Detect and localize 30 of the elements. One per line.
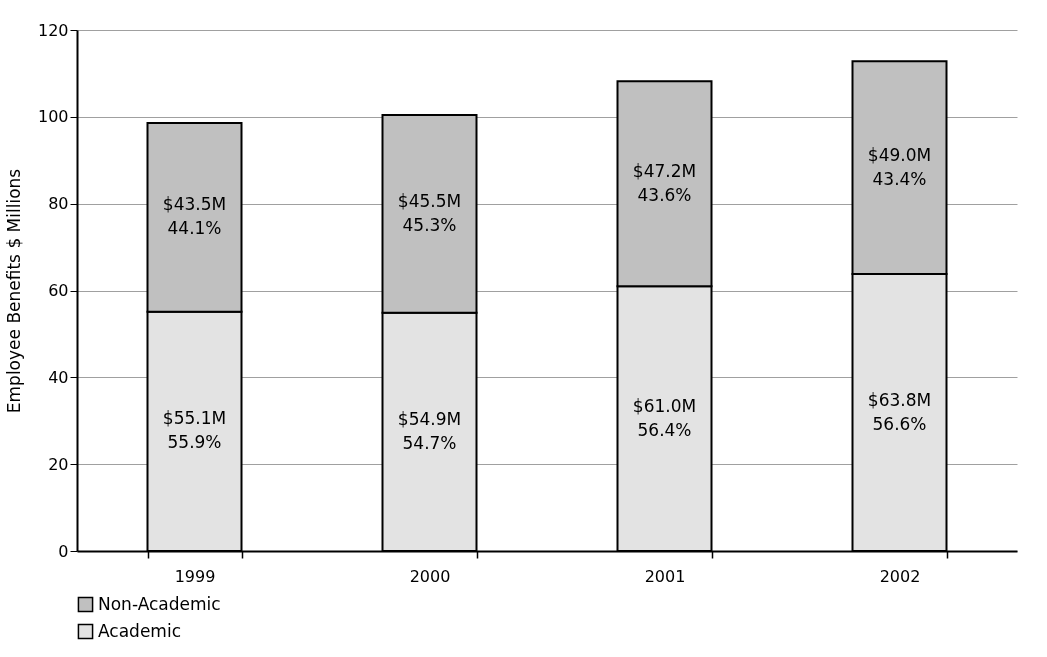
y-tick-label: 100 bbox=[37, 107, 69, 127]
annotation: 44.1% bbox=[167, 218, 222, 239]
data-label: $61.0M bbox=[632, 395, 697, 416]
annotation: 55.9% bbox=[167, 432, 222, 453]
y-tick-label: 0 bbox=[58, 541, 69, 561]
annotation: 54.7% bbox=[402, 432, 457, 453]
annotation: 43.4% bbox=[872, 168, 927, 189]
data-label: $45.5M bbox=[397, 190, 462, 211]
legend-label: Academic bbox=[98, 620, 181, 641]
y-tick-label: 60 bbox=[48, 281, 69, 300]
annotation: 56.4% bbox=[637, 419, 692, 440]
annotation: 45.3% bbox=[402, 214, 457, 235]
annotation: 43.6% bbox=[637, 184, 692, 205]
annotation: 56.6% bbox=[872, 413, 927, 434]
data-label: $54.9M bbox=[397, 408, 462, 429]
y-tick-label: 40 bbox=[48, 367, 69, 387]
data-label: $49.0M bbox=[867, 144, 932, 165]
y-tick-label: 80 bbox=[48, 194, 69, 214]
x-tick-label: 2000 bbox=[409, 566, 451, 586]
y-tick-label: 120 bbox=[37, 20, 69, 40]
y-axis-title: Employee Benefits $ Millions bbox=[3, 168, 24, 414]
x-tick-label: 2001 bbox=[644, 566, 686, 586]
data-label: $55.1M bbox=[162, 408, 227, 429]
data-label: $47.2M bbox=[632, 160, 697, 181]
y-tick-label: 20 bbox=[48, 454, 69, 474]
data-label: $63.8M bbox=[867, 389, 932, 410]
legend-label: Non-Academic bbox=[98, 593, 221, 614]
x-tick-label: 1999 bbox=[174, 566, 216, 586]
data-label: $43.5M bbox=[162, 194, 227, 215]
x-tick-label: 2002 bbox=[879, 566, 921, 586]
